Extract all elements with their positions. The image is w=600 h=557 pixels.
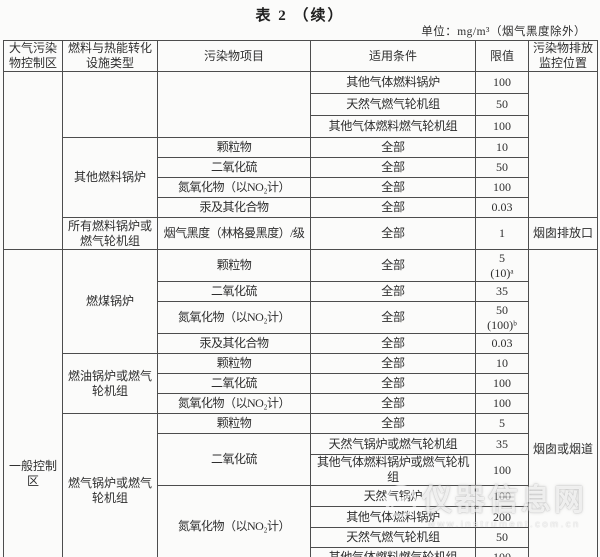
unit-note: 单位：mg/m³（烟气黑度除外） (421, 26, 586, 38)
condition-cell: 全部 (310, 281, 476, 302)
table-row: 其他燃料锅炉 颗粒物 全部 10 (4, 137, 598, 218)
limit-cell: 50 (100)ᵇ (475, 301, 529, 334)
table-row: 其他气体燃料锅炉 100 (3, 71, 598, 250)
table-row: 二氧化硫 天然气锅炉或燃气轮机组 35 (4, 433, 598, 486)
pollutant-cell-pm: 颗粒物 (157, 413, 311, 434)
limit-cell: 35 (475, 433, 529, 455)
facility-cell-all-boiler-turbine: 所有燃料锅炉或燃气轮机组 (62, 217, 158, 250)
condition-cell: 全部 (310, 413, 476, 434)
condition-cell: 全部 (310, 301, 476, 334)
limit-cell: 50 (475, 93, 529, 116)
page-title: 表 2 （续） (255, 8, 345, 24)
limit-cell: 100 (475, 177, 529, 198)
condition-cell: 全部 (310, 197, 476, 218)
condition-cell: 天然气锅炉 (310, 485, 476, 507)
col-header-facility: 燃料与热能转化设施类型 (62, 40, 158, 72)
condition-cell: 其他气体燃料锅炉或燃气轮机组 (310, 454, 476, 486)
condition-cell: 全部 (310, 157, 476, 178)
table-row: 二氧化硫 全部 100 (4, 373, 598, 394)
facility-cell-other-fuel-boiler: 其他燃料锅炉 (62, 137, 158, 218)
table-row: 氮氧化物（以NO₂计） 全部 50 (100)ᵇ (4, 301, 598, 334)
pollutant-cell-nox: 氮氧化物（以NO₂计） (157, 177, 311, 198)
facility-cell-blank (62, 71, 158, 138)
pollutant-cell-smoke-blackness: 烟气黑度（林格曼黑度）/级 (157, 217, 311, 250)
table-row: 汞及其化合物 全部 0.03 (4, 197, 598, 218)
facility-cell-gas-boiler-turbine: 燃气锅炉或燃气轮机组 (62, 413, 158, 557)
condition-cell: 全部 (310, 373, 476, 394)
limit-cell: 50 (475, 157, 529, 178)
limit-cell: 5 (10)ᵃ (475, 249, 529, 282)
limit-cell: 35 (475, 281, 529, 302)
condition-cell: 天然气燃气轮机组 (310, 527, 476, 548)
pollutant-cell-pm: 颗粒物 (157, 249, 311, 282)
limit-cell: 100 (475, 485, 529, 507)
condition-cell: 全部 (310, 393, 476, 414)
limit-cell: 50 (475, 527, 529, 548)
pollutant-cell-hg: 汞及其化合物 (157, 197, 311, 218)
col-header-zone: 大气污染物控制区 (3, 40, 63, 72)
table-row: 二氧化硫 全部 50 (4, 157, 598, 178)
pollutant-cell-blank (157, 71, 311, 138)
pollutant-cell-so2: 二氧化硫 (157, 373, 311, 394)
condition-cell: 天然气燃气轮机组 (310, 93, 476, 116)
table-row: 燃油锅炉或燃气轮机组 颗粒物 全部 10 (4, 353, 598, 414)
limit-cell: 1 (475, 217, 529, 250)
limit-cell: 100 (475, 71, 529, 94)
condition-cell: 其他气体燃料锅炉 (310, 71, 476, 94)
col-header-condition: 适用条件 (310, 40, 476, 72)
condition-cell: 全部 (310, 249, 476, 282)
pollutant-cell-nox: 氮氧化物（以NO₂计） (157, 301, 311, 334)
condition-cell: 全部 (310, 333, 476, 354)
limit-cell: 0.03 (475, 197, 529, 218)
limit-cell: 10 (475, 353, 529, 374)
condition-cell: 全部 (310, 353, 476, 374)
table-row: 汞及其化合物 全部 0.03 (4, 333, 598, 354)
limit-cell: 100 (475, 373, 529, 394)
limit-cell: 200 (475, 506, 529, 528)
emission-limits-table: 大气污染物控制区 燃料与热能转化设施类型 污染物项目 适用条件 限值 污染物排放… (3, 40, 598, 557)
limit-cell: 100 (475, 115, 529, 138)
limit-cell: 10 (475, 137, 529, 158)
condition-cell: 其他气体燃料燃气轮机组 (310, 547, 476, 557)
table-row: 其他气体燃料燃气轮机组 100 (4, 547, 598, 557)
monitor-cell-blank (528, 71, 598, 218)
col-header-pollutant: 污染物项目 (157, 40, 311, 72)
monitor-cell-stack-outlet: 烟囱排放口 (528, 217, 598, 250)
table-row: 氮氧化物（以NO₂计） 全部 100 (4, 177, 598, 198)
col-header-monitor: 污染物排放监控位置 (528, 40, 598, 72)
condition-cell: 全部 (310, 217, 476, 250)
limit-cell: 100 (475, 547, 529, 557)
limit-cell: 100 (475, 393, 529, 414)
pollutant-cell-so2: 二氧化硫 (157, 157, 311, 178)
table-row: 所有燃料锅炉或燃气轮机组 烟气黑度（林格曼黑度）/级 全部 1 烟囱排放口 (4, 217, 598, 250)
zone-cell-general: 一般控制区 (3, 249, 63, 557)
condition-cell: 其他气体燃料锅炉 (310, 506, 476, 528)
limit-cell: 0.03 (475, 333, 529, 354)
table-row: 一般控制区 燃煤锅炉 颗粒物 全部 5 (10)ᵃ 烟囱或烟道 (3, 249, 598, 557)
condition-cell: 全部 (310, 137, 476, 158)
zone-cell-blank (3, 71, 63, 250)
table-header-row: 大气污染物控制区 燃料与热能转化设施类型 污染物项目 适用条件 限值 污染物排放… (3, 40, 598, 72)
pollutant-cell-pm: 颗粒物 (157, 137, 311, 158)
facility-cell-coal-boiler: 燃煤锅炉 (62, 249, 158, 354)
facility-cell-oil-boiler-turbine: 燃油锅炉或燃气轮机组 (62, 353, 158, 414)
table-row: 二氧化硫 全部 35 (4, 281, 598, 302)
pollutant-cell-hg: 汞及其化合物 (157, 333, 311, 354)
pollutant-cell-so2: 二氧化硫 (157, 281, 311, 302)
condition-cell: 其他气体燃料燃气轮机组 (310, 115, 476, 138)
condition-cell: 天然气锅炉或燃气轮机组 (310, 433, 476, 455)
table-row: 天然气燃气轮机组 50 (4, 93, 598, 116)
limit-cell: 5 (475, 413, 529, 434)
condition-cell: 全部 (310, 177, 476, 198)
limit-cell: 100 (475, 454, 529, 486)
table-row: 燃气锅炉或燃气轮机组 颗粒物 全部 5 (4, 413, 598, 557)
monitor-cell-stack-or-flue: 烟囱或烟道 (528, 249, 598, 557)
pollutant-cell-nox: 氮氧化物（以NO₂计） (157, 393, 311, 414)
pollutant-cell-pm: 颗粒物 (157, 353, 311, 374)
pollutant-cell-so2: 二氧化硫 (157, 433, 311, 486)
pollutant-cell-nox: 氮氧化物（以NO₂计） (157, 485, 311, 557)
col-header-limit: 限值 (475, 40, 529, 72)
